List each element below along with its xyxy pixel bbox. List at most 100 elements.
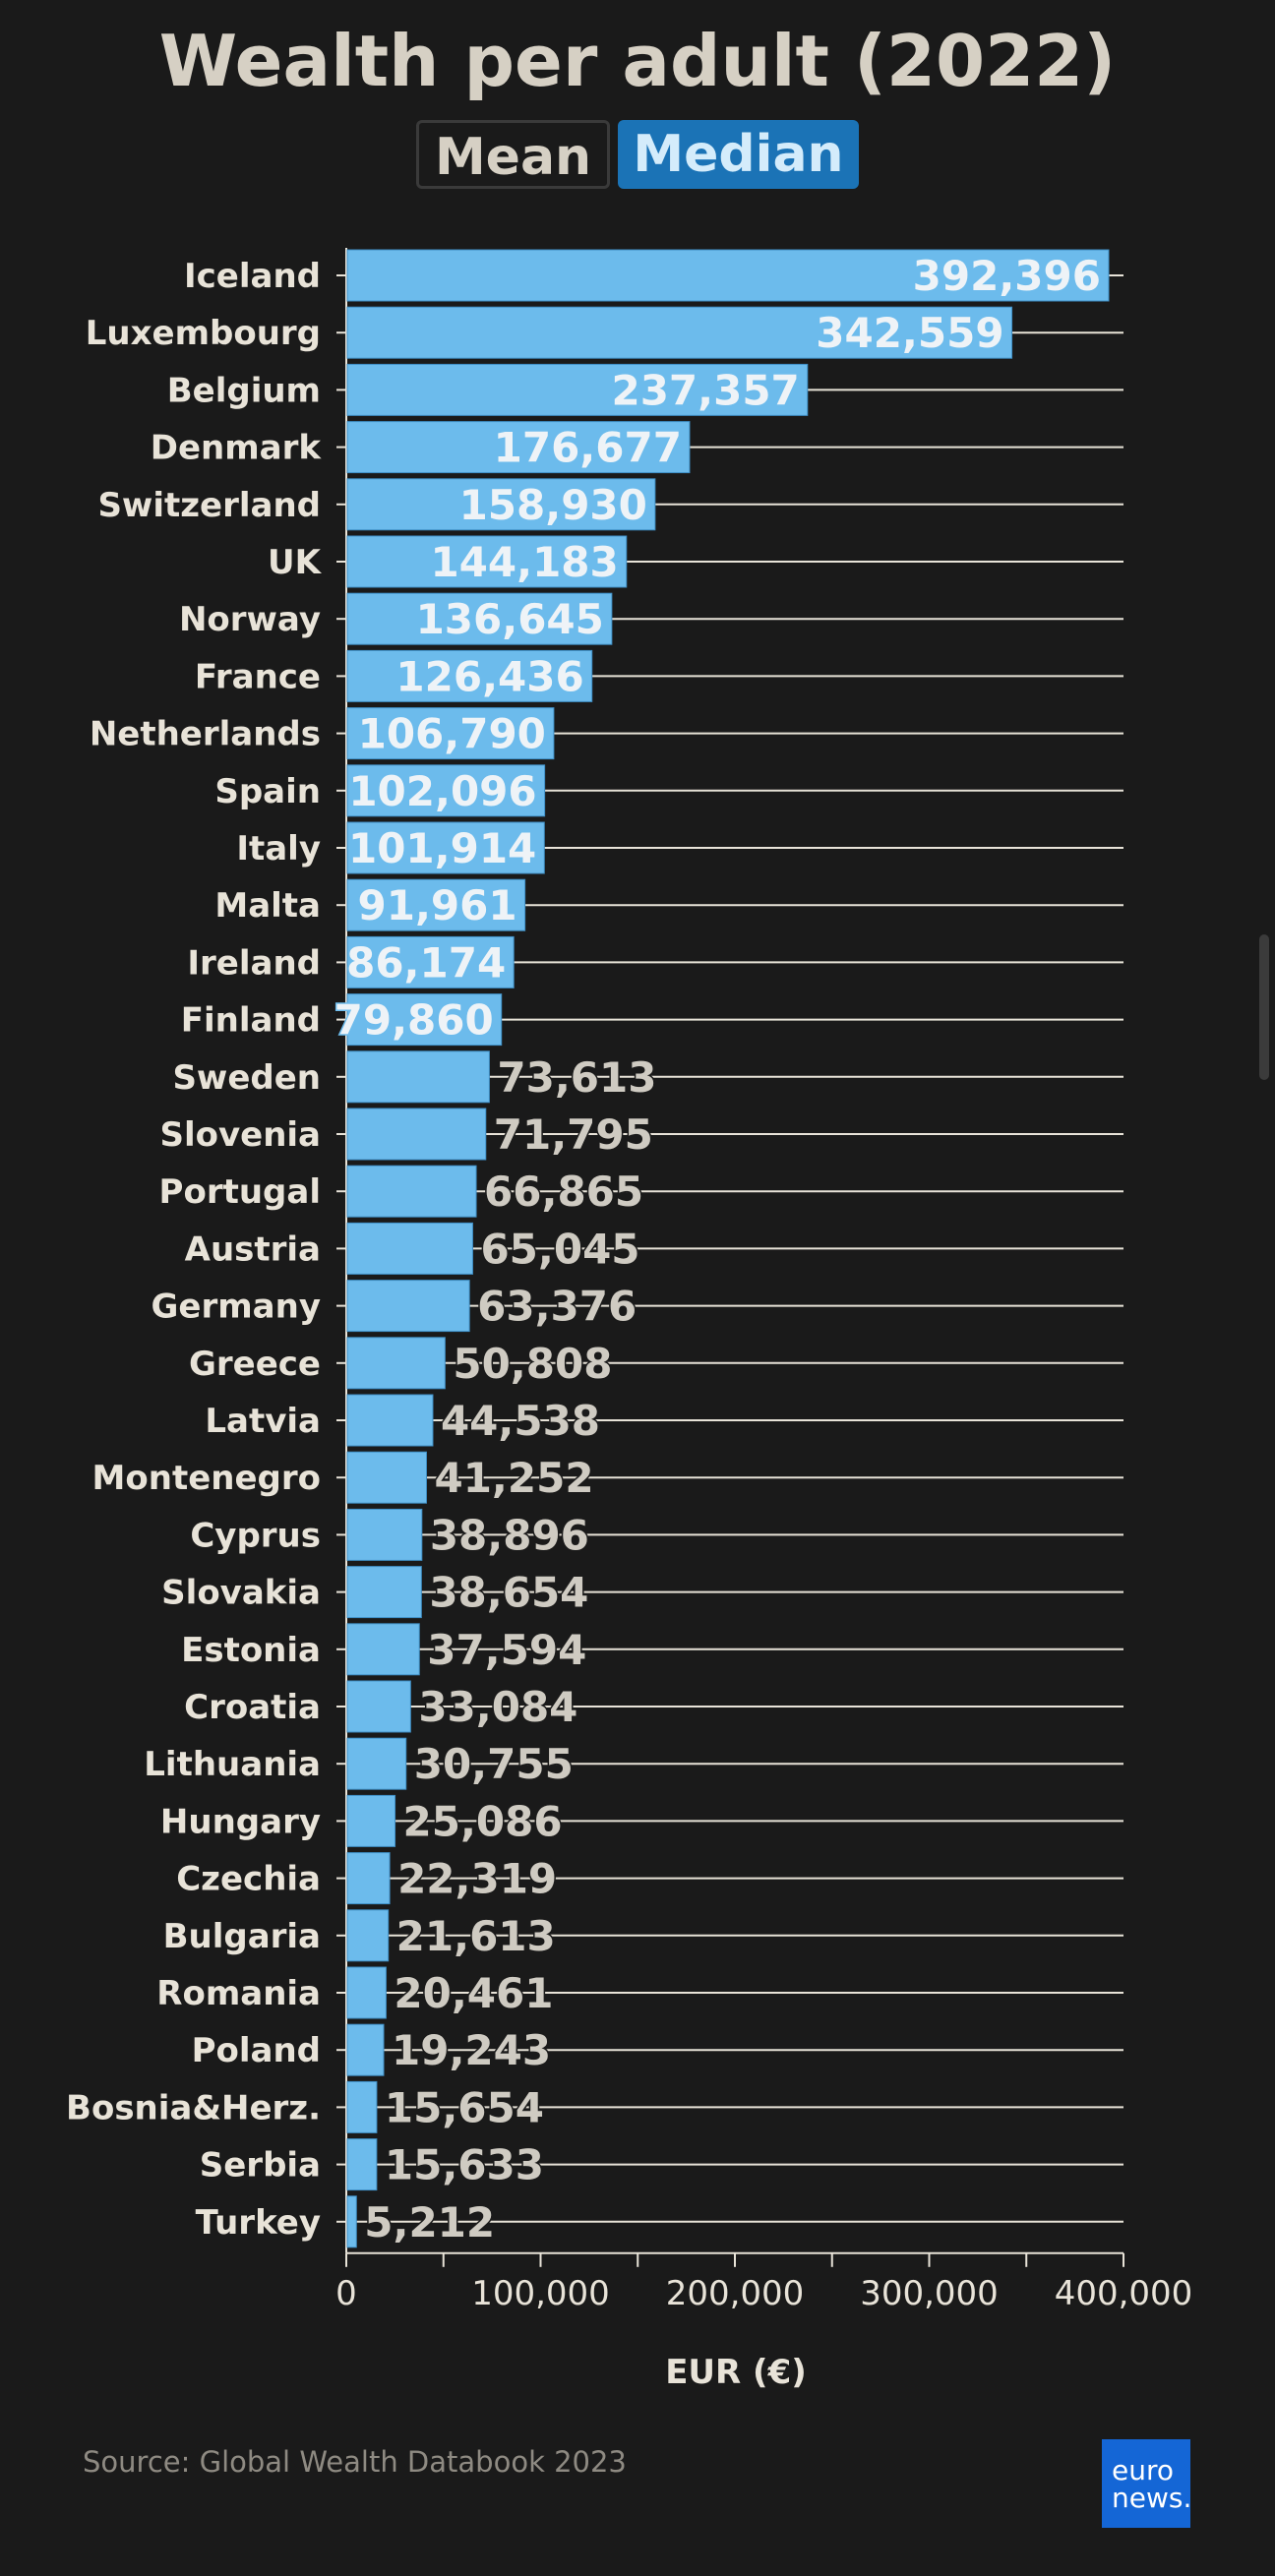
bar bbox=[346, 993, 503, 1047]
category-label: Croatia bbox=[184, 1688, 321, 1727]
category-label: Slovenia bbox=[159, 1115, 321, 1155]
category-label: France bbox=[195, 657, 321, 696]
value-label: 44,538 bbox=[441, 1397, 600, 1445]
value-label: 126,436 bbox=[395, 652, 583, 700]
category-label: Bulgaria bbox=[163, 1917, 321, 1956]
value-label: 15,654 bbox=[385, 2083, 544, 2131]
bar bbox=[346, 2138, 378, 2191]
bar bbox=[346, 707, 555, 760]
bar bbox=[346, 1165, 477, 1218]
value-label: 91,961 bbox=[358, 881, 517, 929]
mean-toggle-button[interactable]: Mean bbox=[416, 120, 610, 189]
category-label: Germany bbox=[152, 1288, 321, 1327]
x-axis-label: EUR (€) bbox=[665, 2353, 807, 2392]
bar bbox=[346, 2023, 385, 2076]
value-label: 15,633 bbox=[385, 2141, 544, 2189]
bar bbox=[346, 1852, 391, 1905]
value-label: 86,174 bbox=[346, 938, 506, 987]
euronews-logo: euro news. bbox=[1102, 2439, 1192, 2528]
category-label: Turkey bbox=[196, 2203, 321, 2243]
category-label: Malta bbox=[214, 886, 321, 926]
bar bbox=[346, 1337, 446, 1390]
bar bbox=[346, 878, 526, 931]
bar bbox=[346, 249, 1110, 302]
value-label: 20,461 bbox=[394, 1969, 553, 2017]
category-label: Serbia bbox=[200, 2146, 321, 2186]
category-label: Lithuania bbox=[144, 1745, 321, 1784]
bar bbox=[346, 764, 546, 817]
category-label: Bosnia&Herz. bbox=[66, 2088, 321, 2127]
value-label: 101,914 bbox=[348, 824, 536, 872]
bar bbox=[346, 1451, 427, 1504]
bar bbox=[346, 1280, 470, 1333]
category-label: Montenegro bbox=[92, 1459, 321, 1498]
bar bbox=[346, 1050, 490, 1104]
x-tick-label: 200,000 bbox=[666, 2274, 805, 2313]
bar bbox=[346, 2080, 378, 2133]
value-label: 33,084 bbox=[418, 1683, 577, 1731]
bar bbox=[346, 649, 593, 702]
bar bbox=[346, 1623, 420, 1676]
bar bbox=[346, 363, 809, 416]
value-label: 21,613 bbox=[396, 1912, 556, 1960]
bar bbox=[346, 1508, 423, 1561]
category-label: Ireland bbox=[187, 943, 321, 983]
value-label: 144,183 bbox=[430, 538, 618, 586]
category-label: Romania bbox=[156, 1974, 321, 2013]
bar bbox=[346, 1680, 411, 1733]
bar bbox=[346, 2195, 357, 2248]
logo-line-1: euro bbox=[1112, 2454, 1174, 2486]
logo-line-2: news. bbox=[1112, 2482, 1192, 2514]
bar bbox=[346, 1909, 390, 1962]
value-label: 73,613 bbox=[497, 1053, 656, 1102]
category-label: Belgium bbox=[167, 371, 321, 410]
value-label: 106,790 bbox=[358, 710, 546, 758]
category-label: Cyprus bbox=[190, 1516, 321, 1555]
category-label: Netherlands bbox=[90, 715, 321, 754]
bar bbox=[346, 1737, 407, 1790]
value-label: 41,252 bbox=[434, 1454, 593, 1502]
category-label: Czechia bbox=[176, 1860, 321, 1899]
x-tick-label: 300,000 bbox=[860, 2274, 999, 2313]
bar bbox=[346, 1394, 434, 1447]
bar bbox=[346, 306, 1013, 359]
category-label: Switzerland bbox=[97, 486, 321, 525]
value-label: 136,645 bbox=[416, 595, 604, 643]
bar bbox=[346, 935, 515, 988]
median-toggle-button[interactable]: Median bbox=[618, 120, 859, 189]
bar bbox=[346, 1108, 487, 1161]
value-label: 158,930 bbox=[459, 481, 647, 529]
mean-median-toggle: Mean Median bbox=[0, 120, 1275, 189]
category-label: Slovakia bbox=[161, 1574, 321, 1613]
value-label: 19,243 bbox=[392, 2026, 551, 2074]
category-label: Portugal bbox=[159, 1172, 321, 1212]
value-label: 5,212 bbox=[364, 2198, 495, 2247]
category-label: Latvia bbox=[205, 1402, 321, 1441]
bar-chart: Iceland Luxembourg Belgium Denmark Switzerla… bbox=[66, 248, 1193, 2313]
value-label: 176,677 bbox=[494, 424, 682, 472]
category-label: Sweden bbox=[172, 1058, 321, 1098]
category-label: Hungary bbox=[160, 1802, 321, 1841]
x-tick-label: 0 bbox=[335, 2274, 357, 2313]
bar bbox=[346, 478, 656, 531]
page-scrollbar[interactable] bbox=[1259, 934, 1269, 1080]
bar bbox=[346, 821, 545, 874]
category-label: Denmark bbox=[151, 429, 323, 468]
category-label: Luxembourg bbox=[86, 314, 321, 353]
value-label: 102,096 bbox=[348, 767, 536, 815]
value-label: 66,865 bbox=[484, 1168, 643, 1216]
x-tick-label: 100,000 bbox=[471, 2274, 610, 2313]
x-tick-label: 400,000 bbox=[1055, 2274, 1193, 2313]
value-label: 342,559 bbox=[816, 309, 1003, 357]
category-label: Poland bbox=[192, 2031, 321, 2070]
value-label: 79,860 bbox=[334, 996, 494, 1045]
category-label: Italy bbox=[236, 829, 321, 869]
category-label: Spain bbox=[214, 772, 321, 811]
bar bbox=[346, 1566, 422, 1619]
chart-title: Wealth per adult (2022) bbox=[158, 20, 1117, 102]
value-label: 37,594 bbox=[427, 1626, 586, 1674]
category-label: Iceland bbox=[184, 257, 321, 296]
value-label: 50,808 bbox=[453, 1340, 612, 1388]
category-label: Greece bbox=[189, 1345, 321, 1384]
value-label: 237,357 bbox=[611, 366, 799, 414]
